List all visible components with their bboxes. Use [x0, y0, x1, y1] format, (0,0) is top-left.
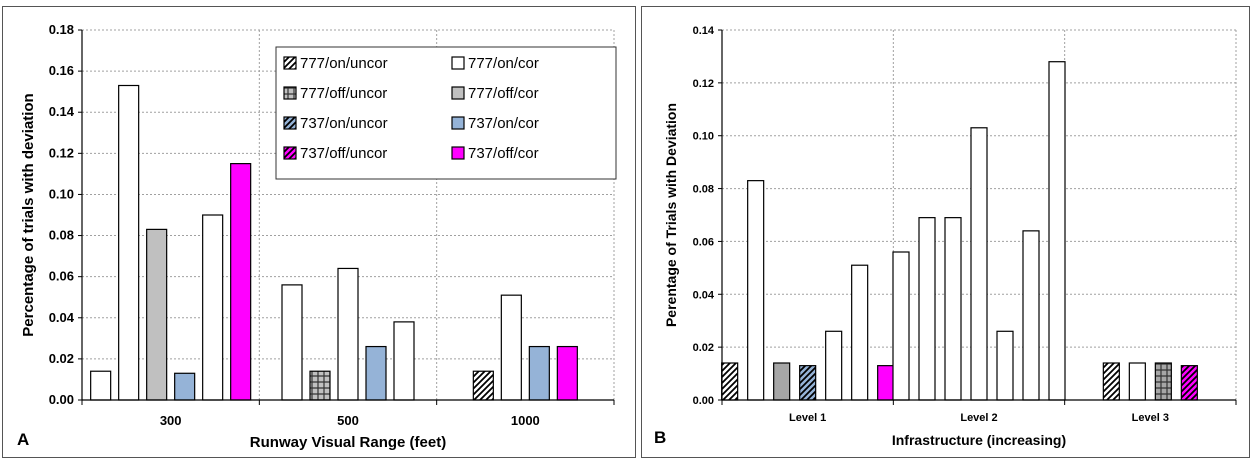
legend-entry: 737/off/cor [468, 145, 539, 162]
y-tick-label: 0.06 [693, 236, 714, 248]
legend-entry: 777/on/cor [468, 55, 539, 72]
chart-panel-a: 0.00 0.02 0.04 0.06 0.08 0.10 0.12 0.14 0.16 0.18… [2, 6, 636, 458]
legend-swatch [451, 146, 465, 160]
bar [281, 284, 303, 401]
legend-swatch [451, 116, 465, 130]
x-tick-label: Level 3 [1132, 412, 1169, 424]
bar [773, 362, 791, 401]
bar [472, 370, 494, 401]
bar [309, 370, 331, 401]
bar [174, 372, 196, 401]
x-axis-label: Infrastructure (increasing) [892, 432, 1066, 448]
bar [877, 365, 895, 401]
x-tick-label: 500 [337, 413, 359, 428]
bar [970, 127, 988, 401]
legend-swatch [283, 86, 297, 100]
x-tick-label: 300 [160, 413, 182, 428]
legend-swatch [283, 146, 297, 160]
y-tick-label: 0.04 [49, 310, 75, 325]
y-tick-label: 0.16 [49, 63, 74, 78]
y-axis-label: Percentage of trials with deviation [20, 93, 37, 336]
bar [556, 345, 578, 401]
bar [500, 294, 522, 401]
bar [337, 267, 359, 401]
legend-entry: 777/off/cor [468, 85, 539, 102]
bar [146, 228, 168, 401]
bar [1154, 362, 1172, 401]
y-tick-label: 0.12 [693, 78, 714, 90]
legend-entry: 777/off/uncor [300, 85, 387, 102]
legend-swatch [283, 116, 297, 130]
legend-swatch [283, 56, 297, 70]
bar [202, 214, 224, 401]
legend-swatch [451, 86, 465, 100]
bar [851, 264, 869, 401]
bar [118, 84, 140, 401]
legend-entry: 777/on/uncor [300, 55, 388, 72]
top-strip [0, 0, 1252, 6]
y-tick-label: 0.14 [49, 104, 75, 119]
y-tick-label: 0.14 [693, 25, 715, 37]
bar [1022, 230, 1040, 401]
panel-letter: B [654, 428, 666, 447]
chart-a-svg: 0.00 0.02 0.04 0.06 0.08 0.10 0.12 0.14 0.16 0.18… [17, 22, 617, 451]
bar [528, 345, 550, 401]
legend-entry: 737/on/uncor [300, 115, 388, 132]
y-tick-label: 0.18 [49, 22, 74, 37]
y-tick-label: 0.02 [693, 342, 714, 354]
bar [892, 251, 910, 401]
bar [747, 180, 765, 401]
bar [1128, 362, 1146, 401]
bar [996, 330, 1014, 401]
chart-panel-b: 0.00 0.02 0.04 0.06 0.08 0.10 0.12 0.14 Level 1 L… [641, 6, 1250, 458]
bar [1048, 61, 1066, 401]
y-tick-label: 0.12 [49, 145, 74, 160]
chart-b-svg: 0.00 0.02 0.04 0.06 0.08 0.10 0.12 0.14 Level 1 L… [654, 25, 1237, 448]
y-tick-label: 0.08 [49, 228, 74, 243]
bar [230, 163, 252, 401]
y-tick-label: 0.06 [49, 269, 74, 284]
bar [90, 370, 112, 401]
bar [1102, 362, 1120, 401]
y-tick-label: 0.00 [693, 395, 714, 407]
panel-letter: A [17, 430, 29, 449]
x-axis-label: Runway Visual Range (feet) [250, 434, 446, 451]
legend-swatch [451, 56, 465, 70]
y-tick-label: 0.04 [693, 289, 715, 301]
bar [1180, 365, 1198, 401]
bar [825, 330, 843, 401]
bar [393, 321, 415, 401]
y-tick-label: 0.08 [693, 184, 714, 196]
bar [365, 345, 387, 401]
y-axis-label: Perentage of Trials with Deviation [663, 103, 679, 327]
legend-entry: 737/off/uncor [300, 145, 387, 162]
x-tick-label: 1000 [511, 413, 540, 428]
bar [721, 362, 739, 401]
y-tick-label: 0.10 [693, 131, 714, 143]
bar [799, 365, 817, 401]
bar [944, 217, 962, 401]
legend: 777/on/uncor 777/on/cor 777/off/uncor 777/o… [275, 46, 617, 180]
bar [918, 217, 936, 401]
y-tick-label: 0.00 [49, 392, 74, 407]
legend-entry: 737/on/cor [468, 115, 539, 132]
y-tick-label: 0.02 [49, 351, 74, 366]
x-tick-label: Level 1 [789, 412, 826, 424]
x-tick-label: Level 2 [960, 412, 997, 424]
y-tick-label: 0.10 [49, 186, 74, 201]
